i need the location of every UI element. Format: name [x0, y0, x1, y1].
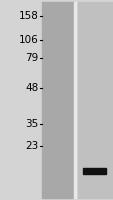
Bar: [82, 168, 105, 174]
Text: 23: 23: [25, 141, 38, 151]
Text: 79: 79: [25, 53, 38, 63]
Bar: [77, 2, 111, 198]
Text: 158: 158: [19, 11, 38, 21]
Bar: [42, 2, 72, 198]
Text: 48: 48: [25, 83, 38, 93]
Text: 106: 106: [19, 35, 38, 45]
Bar: [73, 2, 76, 198]
Text: 35: 35: [25, 119, 38, 129]
